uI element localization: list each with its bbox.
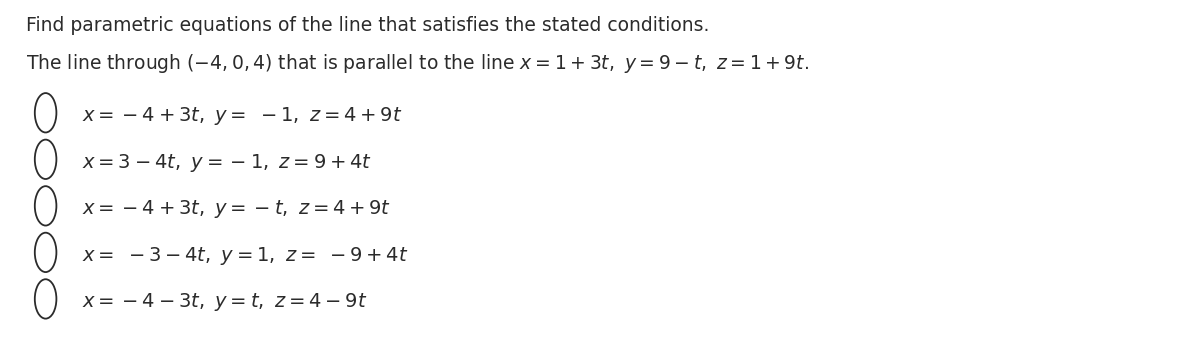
Text: Find parametric equations of the line that satisfies the stated conditions.: Find parametric equations of the line th… [26, 16, 709, 35]
Text: $x =\ -3 - 4t,\ y = 1,\ z =\ -9 + 4t$: $x =\ -3 - 4t,\ y = 1,\ z =\ -9 + 4t$ [82, 245, 408, 267]
Text: $x = -4 + 3t,\ y =\ -1,\ z = 4 + 9t$: $x = -4 + 3t,\ y =\ -1,\ z = 4 + 9t$ [82, 105, 402, 127]
Text: The line through $(-4, 0, 4)$ that is parallel to the line $x = 1 + 3t,\ y = 9 -: The line through $(-4, 0, 4)$ that is pa… [26, 52, 810, 75]
Text: $x = 3 - 4t,\ y = -1,\ z = 9 + 4t$: $x = 3 - 4t,\ y = -1,\ z = 9 + 4t$ [82, 152, 372, 174]
Text: $x = -4 - 3t,\ y = t,\ z = 4 - 9t$: $x = -4 - 3t,\ y = t,\ z = 4 - 9t$ [82, 291, 367, 313]
Text: $x = -4 + 3t,\ y = -t,\ z = 4 + 9t$: $x = -4 + 3t,\ y = -t,\ z = 4 + 9t$ [82, 198, 391, 220]
